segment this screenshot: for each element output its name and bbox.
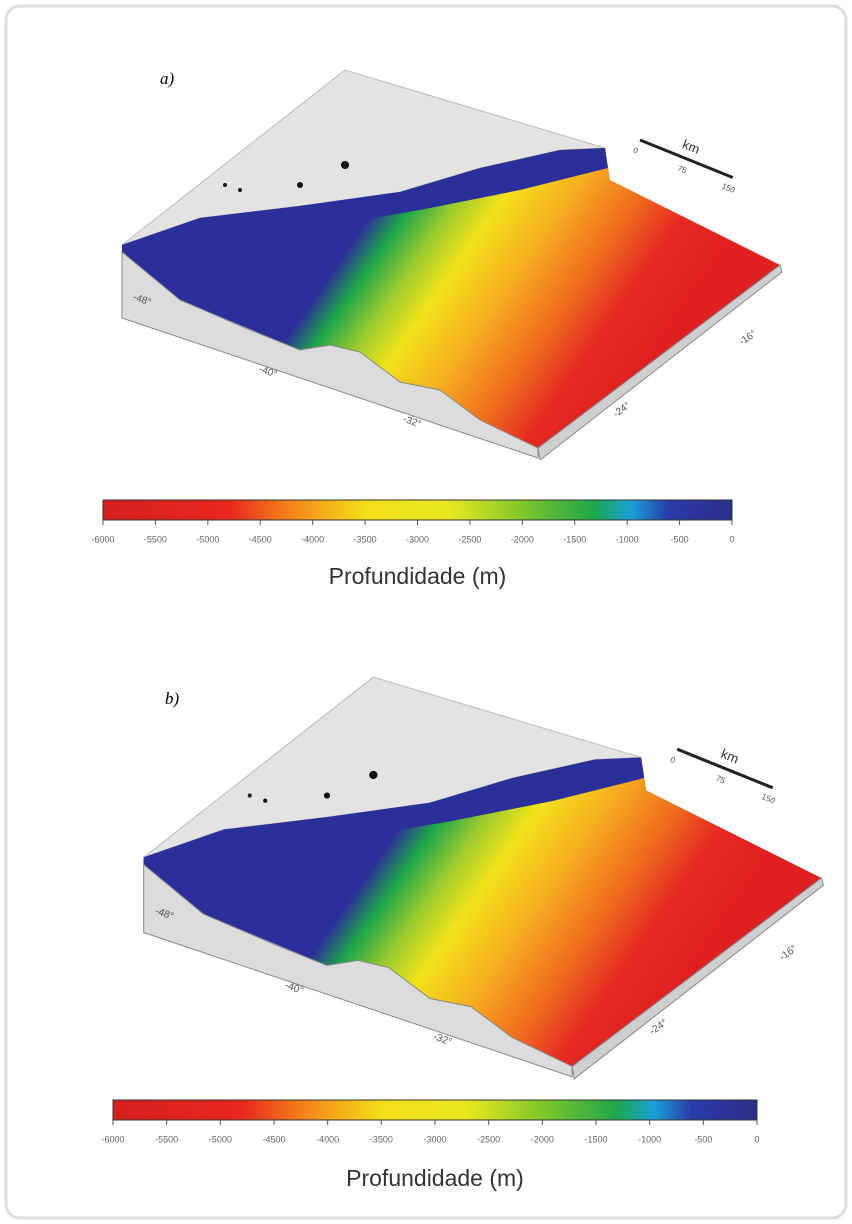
panel-label: a): [160, 69, 175, 88]
colorbar-tick-label: -2500: [477, 1134, 500, 1144]
colorbar-tick-label: -4000: [316, 1134, 339, 1144]
colorbar-tick-label: 0: [729, 534, 734, 544]
colorbar-tick-label: -2000: [511, 534, 534, 544]
colorbar-tick-label: -4500: [249, 534, 272, 544]
colorbar: [112, 1099, 758, 1121]
colorbar-tick-label: -4000: [301, 534, 324, 544]
scale-bar-unit: km: [719, 746, 741, 767]
scale-bar-line: [676, 747, 774, 790]
colorbar-tick-label: -2000: [531, 1134, 554, 1144]
scale-bar-tick: 75: [676, 164, 688, 176]
colorbar-tick-label: -3500: [370, 1134, 393, 1144]
colorbar-tick-label: -4500: [262, 1134, 285, 1144]
colorbar-tick-label: -3500: [354, 534, 377, 544]
scale-bar-tick: 75: [715, 774, 727, 786]
scale-bar-tick: 0: [632, 146, 640, 156]
colorbar-tick-label: -5000: [196, 534, 219, 544]
scale-bar-tick: 0: [669, 755, 677, 765]
colorbar-tick-label: 0: [754, 1134, 759, 1144]
colorbar-tick-label: -2500: [458, 534, 481, 544]
colorbar: [102, 499, 733, 521]
colorbar-tick-label: -500: [671, 534, 689, 544]
colorbar-tick-label: -1000: [638, 1134, 661, 1144]
colorbar-tick-label: -5500: [144, 534, 167, 544]
colorbar-tick-label: -1000: [616, 534, 639, 544]
colorbar-tick-label: -3000: [423, 1134, 446, 1144]
colorbar-tick-label: -500: [694, 1134, 712, 1144]
panel-label: b): [165, 689, 180, 708]
colorbar-tick-label: -5000: [209, 1134, 232, 1144]
colorbar-title: Profundidade (m): [329, 563, 507, 589]
colorbar-tick-label: -5500: [155, 1134, 178, 1144]
scale-bar-line: [639, 138, 734, 179]
colorbar-tick-label: -1500: [584, 1134, 607, 1144]
colorbar-tick-label: -6000: [101, 1134, 124, 1144]
colorbar-title: Profundidade (m): [346, 1165, 524, 1191]
colorbar-tick-label: -1500: [563, 534, 586, 544]
colorbar-tick-label: -6000: [91, 534, 114, 544]
colorbar-tick-label: -3000: [406, 534, 429, 544]
scale-bar-unit: km: [680, 136, 702, 156]
